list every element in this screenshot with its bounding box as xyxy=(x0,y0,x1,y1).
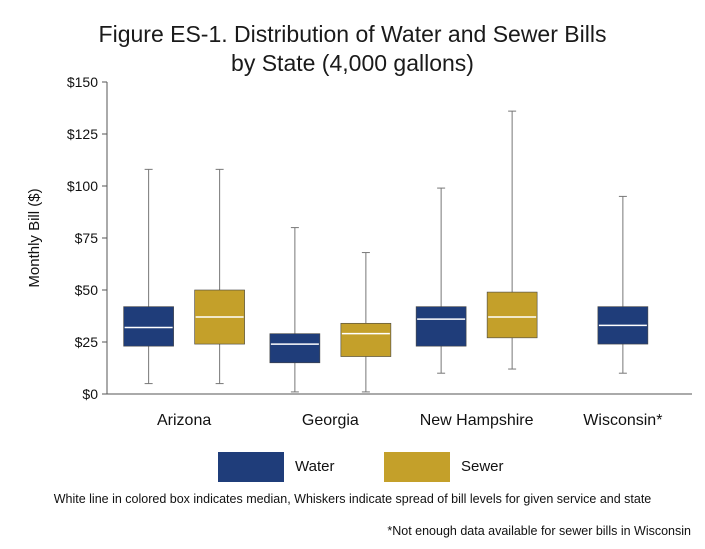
y-tick-label: $150 xyxy=(67,74,98,90)
x-category-label: Arizona xyxy=(157,412,211,429)
chart-title: Figure ES-1. Distribution of Water and S… xyxy=(0,20,705,78)
legend-swatch-sewer xyxy=(384,452,450,482)
axis-labels: $0 $25 $50 $75 $100 $125 $150 Monthly Bill ($) A… xyxy=(26,74,662,429)
chart-title-line-1: Figure ES-1. Distribution of Water and S… xyxy=(98,21,607,47)
chart-title-line-2: by State (4,000 gallons) xyxy=(231,50,474,76)
box-iqr xyxy=(123,306,174,347)
y-tick-label: $125 xyxy=(67,126,98,142)
y-axis-label: Monthly Bill ($) xyxy=(26,188,43,287)
median-note: White line in colored box indicates medi… xyxy=(53,492,652,506)
x-category-label: Georgia xyxy=(302,412,359,429)
x-category-label: New Hampshire xyxy=(420,412,534,429)
legend-label-sewer: Sewer xyxy=(461,458,504,475)
box-water-3 xyxy=(597,195,649,374)
x-category-label: Wisconsin* xyxy=(583,412,662,429)
legend: Water Sewer xyxy=(0,452,705,484)
wisconsin-note: *Not enough data available for sewer bil… xyxy=(387,524,691,538)
y-tick-label: $100 xyxy=(67,178,98,194)
box-iqr xyxy=(486,291,538,339)
box-water-1 xyxy=(269,227,321,393)
legend-swatch-water xyxy=(218,452,284,482)
y-tick-label: $75 xyxy=(75,230,99,246)
y-tick-label: $25 xyxy=(75,334,99,350)
y-tick-label: $0 xyxy=(82,386,98,402)
axes xyxy=(102,81,692,395)
y-tick-label: $50 xyxy=(75,282,99,298)
box-water-0 xyxy=(123,168,174,385)
box-sewer-0 xyxy=(194,168,245,385)
box-plot-marks xyxy=(123,110,649,393)
box-iqr xyxy=(340,322,392,357)
box-iqr xyxy=(415,306,467,347)
box-iqr xyxy=(269,333,321,364)
legend-label-water: Water xyxy=(295,458,335,475)
box-sewer-1 xyxy=(340,252,392,393)
box-water-2 xyxy=(415,187,467,374)
box-sewer-2 xyxy=(486,110,538,370)
